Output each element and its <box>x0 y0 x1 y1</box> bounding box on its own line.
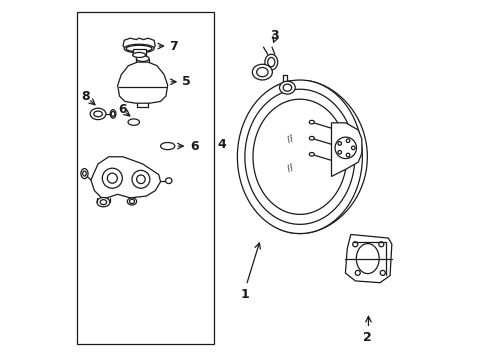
Polygon shape <box>237 80 362 234</box>
Ellipse shape <box>110 110 116 118</box>
Polygon shape <box>123 38 155 48</box>
Ellipse shape <box>165 178 172 184</box>
Ellipse shape <box>97 198 110 207</box>
Ellipse shape <box>351 146 354 150</box>
Ellipse shape <box>264 54 277 70</box>
Ellipse shape <box>309 153 314 156</box>
Ellipse shape <box>337 150 341 154</box>
Text: 5: 5 <box>182 75 190 88</box>
Text: 8: 8 <box>81 90 90 103</box>
Text: 6: 6 <box>118 103 126 116</box>
Text: 3: 3 <box>270 29 279 42</box>
Text: 1: 1 <box>240 288 248 301</box>
Polygon shape <box>252 99 346 214</box>
Polygon shape <box>345 234 391 283</box>
Ellipse shape <box>90 108 106 120</box>
Ellipse shape <box>160 143 175 150</box>
Ellipse shape <box>128 119 139 125</box>
Ellipse shape <box>309 120 314 124</box>
Text: 4: 4 <box>217 138 226 151</box>
Ellipse shape <box>279 81 295 94</box>
Text: //: // <box>285 134 294 144</box>
Ellipse shape <box>356 244 378 274</box>
Polygon shape <box>242 81 366 234</box>
Polygon shape <box>244 89 354 224</box>
Text: 6: 6 <box>189 140 198 153</box>
Polygon shape <box>331 123 361 176</box>
Text: 2: 2 <box>363 331 371 344</box>
Ellipse shape <box>136 56 149 62</box>
Bar <box>77 12 214 344</box>
Ellipse shape <box>81 168 88 179</box>
Polygon shape <box>118 62 167 103</box>
Ellipse shape <box>337 141 341 145</box>
Text: //: // <box>285 162 294 173</box>
Ellipse shape <box>309 136 314 140</box>
Ellipse shape <box>346 153 349 157</box>
Ellipse shape <box>252 64 272 80</box>
Text: 7: 7 <box>169 40 178 53</box>
Ellipse shape <box>127 198 136 205</box>
Ellipse shape <box>132 53 145 58</box>
Polygon shape <box>91 157 160 198</box>
Ellipse shape <box>346 139 349 143</box>
Ellipse shape <box>124 44 154 53</box>
Bar <box>132 49 145 55</box>
